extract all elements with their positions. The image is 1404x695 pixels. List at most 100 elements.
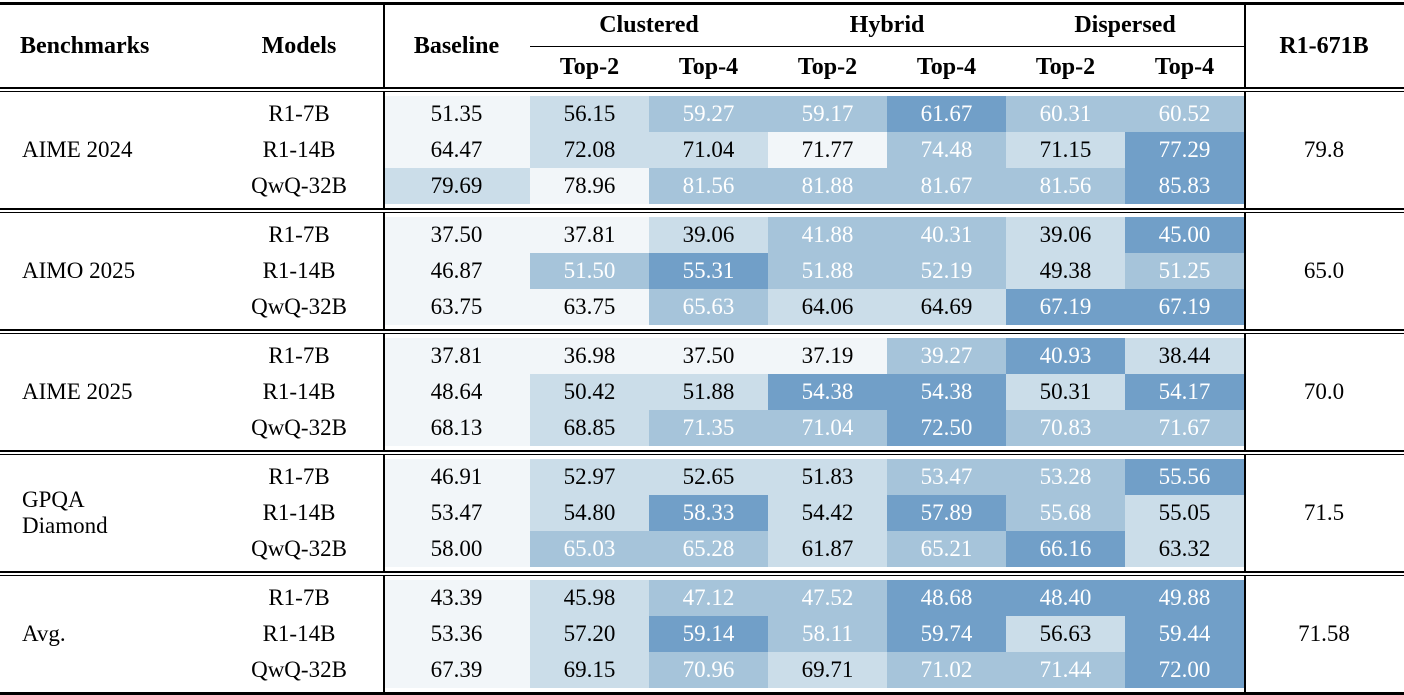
score-cell: 39.06 xyxy=(649,217,768,253)
model-label: R1-14B xyxy=(262,137,336,162)
score-cell: 65.21 xyxy=(887,531,1006,567)
model-label: R1-14B xyxy=(262,500,336,525)
baseline-score-cell: 53.47 xyxy=(383,495,530,531)
score-cell: 47.52 xyxy=(768,580,887,616)
group-separator xyxy=(0,450,1404,455)
score-cell: 57.89 xyxy=(887,495,1006,531)
baseline-score-cell: 43.39 xyxy=(383,580,530,616)
score-cell: 55.05 xyxy=(1125,495,1244,531)
score-cell: 49.38 xyxy=(1006,253,1125,289)
score-cell: 72.50 xyxy=(887,410,1006,446)
header-clustered: Clustered xyxy=(530,5,768,47)
score-cell: 37.19 xyxy=(768,338,887,374)
score-cell: 40.31 xyxy=(887,217,1006,253)
top-rule xyxy=(0,2,1404,5)
score-cell: 70.96 xyxy=(649,652,768,688)
benchmark-label: AIME 2024 xyxy=(0,96,215,204)
score-cell: 71.15 xyxy=(1006,132,1125,168)
baseline-score-cell: 48.64 xyxy=(383,374,530,410)
score-cell: 50.31 xyxy=(1006,374,1125,410)
score-cell: 67.19 xyxy=(1125,289,1244,325)
table-header: Benchmarks Models Baseline Clustered Hyb… xyxy=(0,5,1404,87)
score-cell: 39.06 xyxy=(1006,217,1125,253)
benchmark-label: AIMO 2025 xyxy=(0,217,215,325)
header-models: Models xyxy=(261,32,337,59)
score-cell: 48.40 xyxy=(1006,580,1125,616)
score-cell: 81.88 xyxy=(768,168,887,204)
score-cell: 74.48 xyxy=(887,132,1006,168)
score-cell: 36.98 xyxy=(530,338,649,374)
score-cell: 59.14 xyxy=(649,616,768,652)
baseline-score-cell: 37.81 xyxy=(383,338,530,374)
score-cell: 55.56 xyxy=(1125,459,1244,495)
benchmark-label: AIME 2025 xyxy=(0,338,215,446)
score-cell: 65.28 xyxy=(649,531,768,567)
score-cell: 51.50 xyxy=(530,253,649,289)
baseline-score-cell: 63.75 xyxy=(383,289,530,325)
benchmark-label-text: AIMO 2025 xyxy=(22,257,136,283)
score-cell: 59.17 xyxy=(768,96,887,132)
score-cell: 59.27 xyxy=(649,96,768,132)
benchmark-group: AIMO 2025 R1-7B 37.50 37.81 39.06 41.88 40.31 3… xyxy=(0,213,1404,329)
model-label: R1-7B xyxy=(268,464,330,489)
header-clustered-top4: Top-4 xyxy=(678,53,739,80)
model-label: R1-7B xyxy=(268,101,330,126)
benchmark-label-text: AIME 2025 xyxy=(22,378,133,404)
score-cell: 71.35 xyxy=(649,410,768,446)
model-label: QwQ-32B xyxy=(251,415,347,440)
score-cell: 56.15 xyxy=(530,96,649,132)
score-cell: 71.04 xyxy=(649,132,768,168)
score-cell: 39.27 xyxy=(887,338,1006,374)
score-cell: 45.00 xyxy=(1125,217,1244,253)
score-cell: 54.38 xyxy=(768,374,887,410)
model-label: QwQ-32B xyxy=(251,536,347,561)
score-cell: 71.77 xyxy=(768,132,887,168)
score-cell: 52.19 xyxy=(887,253,1006,289)
score-cell: 71.04 xyxy=(768,410,887,446)
model-label: QwQ-32B xyxy=(251,657,347,682)
score-cell: 40.93 xyxy=(1006,338,1125,374)
score-cell: 63.32 xyxy=(1125,531,1244,567)
score-cell: 37.81 xyxy=(530,217,649,253)
score-cell: 61.67 xyxy=(887,96,1006,132)
score-cell: 67.19 xyxy=(1006,289,1125,325)
score-cell: 59.44 xyxy=(1125,616,1244,652)
benchmark-label: GPQA Diamond xyxy=(0,459,215,567)
header-hybrid-top4: Top-4 xyxy=(916,53,977,80)
model-label: QwQ-32B xyxy=(251,173,347,198)
score-cell: 53.47 xyxy=(887,459,1006,495)
benchmark-label-text: AIME 2024 xyxy=(22,136,133,162)
score-cell: 65.03 xyxy=(530,531,649,567)
header-dispersed-top2: Top-2 xyxy=(1035,53,1096,80)
header-benchmarks: Benchmarks xyxy=(20,32,150,59)
score-cell: 59.74 xyxy=(887,616,1006,652)
score-cell: 51.88 xyxy=(768,253,887,289)
baseline-score-cell: 46.91 xyxy=(383,459,530,495)
baseline-score-cell: 67.39 xyxy=(383,652,530,688)
benchmark-group: AIME 2024 R1-7B 51.35 56.15 59.27 59.17 61.67 6… xyxy=(0,92,1404,208)
score-cell: 69.15 xyxy=(530,652,649,688)
score-cell: 49.88 xyxy=(1125,580,1244,616)
score-cell: 72.00 xyxy=(1125,652,1244,688)
score-cell: 85.83 xyxy=(1125,168,1244,204)
score-cell: 71.02 xyxy=(887,652,1006,688)
header-hybrid: Hybrid xyxy=(768,5,1006,47)
score-cell: 47.12 xyxy=(649,580,768,616)
score-cell: 53.28 xyxy=(1006,459,1125,495)
score-cell: 48.68 xyxy=(887,580,1006,616)
model-label: QwQ-32B xyxy=(251,294,347,319)
model-label: R1-14B xyxy=(262,258,336,283)
header-hybrid-top2: Top-2 xyxy=(797,53,858,80)
benchmark-label-text: Avg. xyxy=(22,620,66,646)
score-cell: 63.75 xyxy=(530,289,649,325)
score-cell: 56.63 xyxy=(1006,616,1125,652)
r671b-value: 71.5 xyxy=(1303,500,1345,525)
score-cell: 71.44 xyxy=(1006,652,1125,688)
header-baseline: Baseline xyxy=(413,32,500,59)
score-cell: 54.17 xyxy=(1125,374,1244,410)
group-separator xyxy=(0,329,1404,334)
benchmark-label-text: GPQA Diamond xyxy=(22,486,108,538)
score-cell: 51.88 xyxy=(649,374,768,410)
r671b-value: 65.0 xyxy=(1303,258,1345,283)
header-rule xyxy=(0,87,1404,92)
